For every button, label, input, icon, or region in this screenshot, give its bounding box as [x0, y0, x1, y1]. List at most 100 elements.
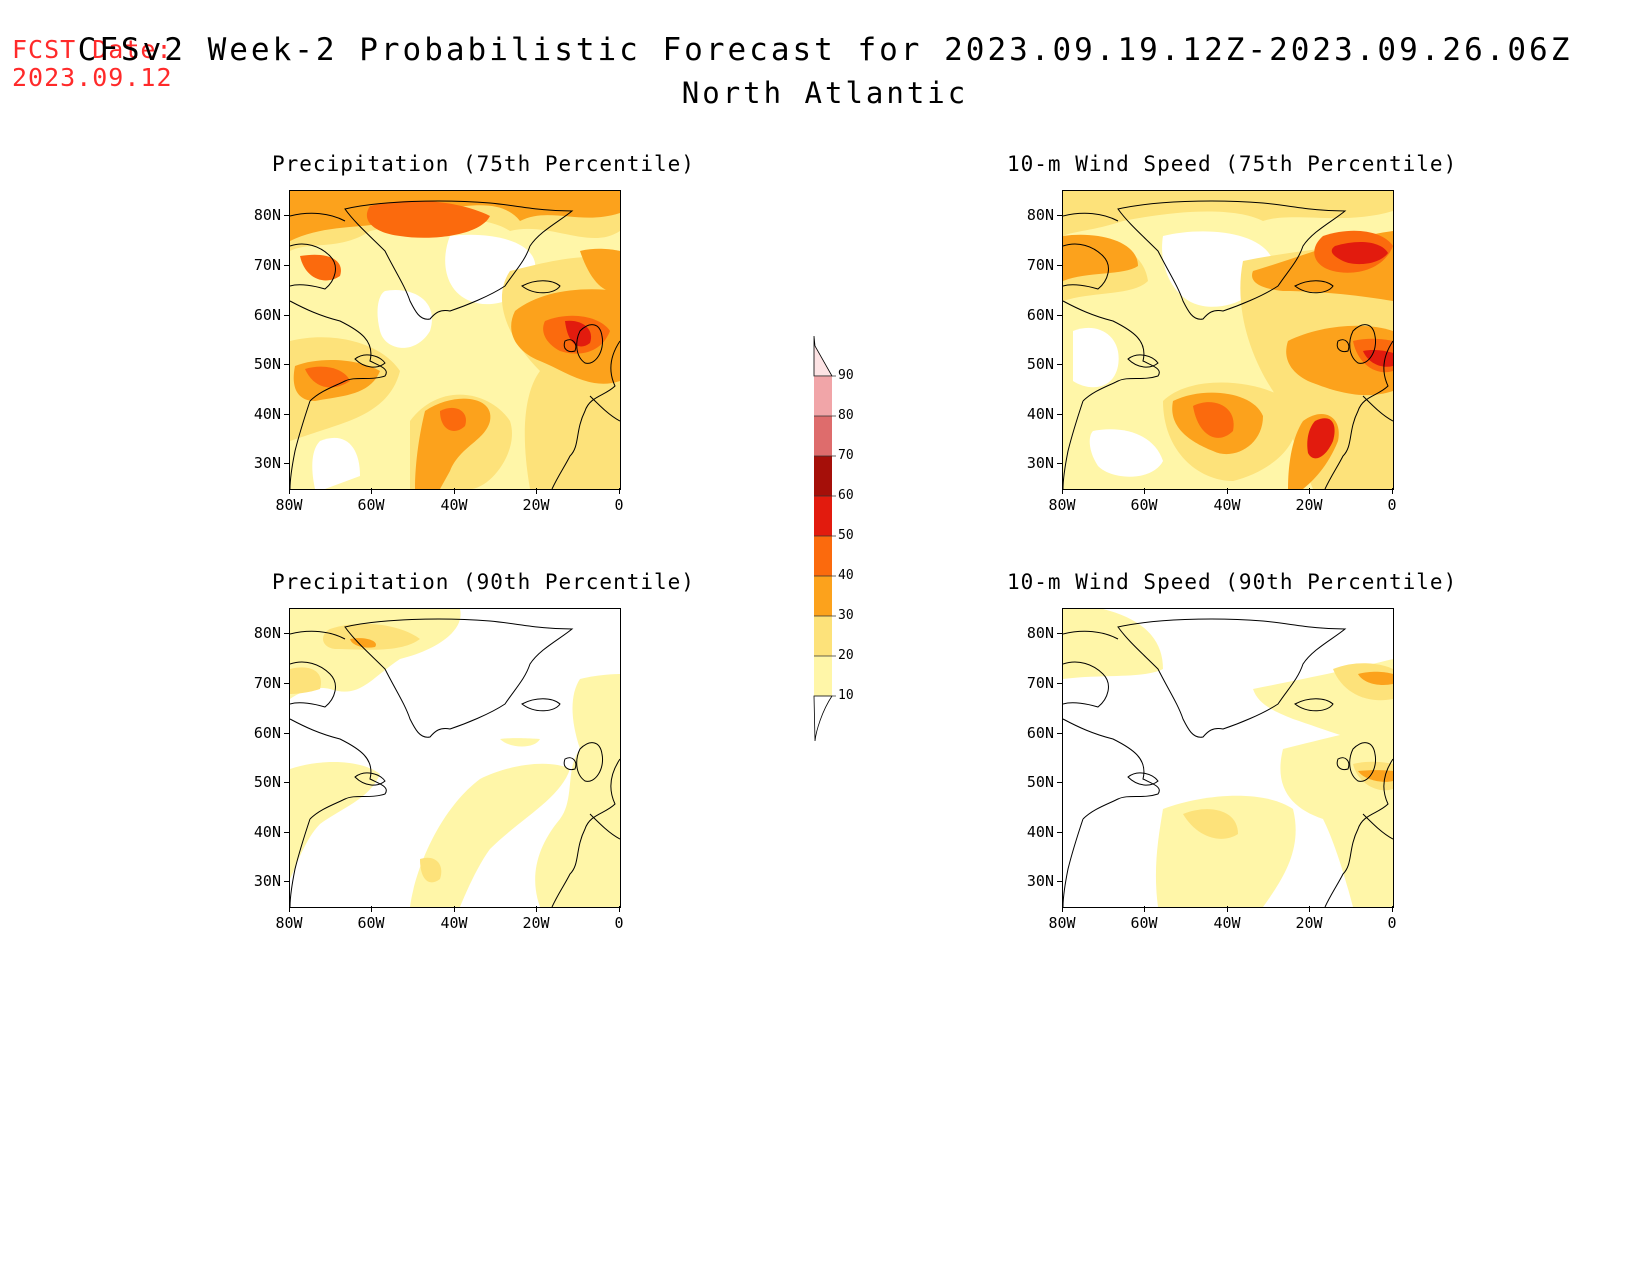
coastline [1349, 742, 1377, 782]
colorbar-swatch [814, 456, 832, 496]
lat-tick-label: 50N [1026, 773, 1054, 791]
lat-tick [1057, 265, 1062, 266]
figure-title: CFSv2 Week-2 Probabilistic Forecast for … [77, 32, 1573, 68]
panel-title: Precipitation (90th Percentile) [272, 570, 695, 594]
coastline [1362, 395, 1393, 422]
coastline [1324, 758, 1393, 907]
colorbar-svg [813, 335, 836, 742]
coastline [1063, 212, 1119, 222]
coastline [1063, 300, 1160, 402]
coastline [1349, 324, 1377, 364]
coastline [563, 757, 577, 770]
lat-tick [1057, 881, 1062, 882]
lon-tick [536, 906, 537, 912]
lat-tick-label: 30N [253, 454, 281, 472]
coastline [290, 300, 387, 402]
lon-tick [1309, 488, 1310, 494]
lat-tick [284, 633, 289, 634]
coastline [589, 813, 620, 840]
coastline [290, 661, 336, 708]
lat-tick-label: 60N [1026, 724, 1054, 742]
coastline [551, 340, 620, 489]
map-frame [289, 608, 621, 908]
coastline [1362, 813, 1393, 840]
lon-tick-label: 0 [614, 496, 624, 514]
coastline [1063, 243, 1109, 290]
probability-contour [1307, 418, 1335, 459]
lat-tick [1057, 633, 1062, 634]
lat-tick-label: 50N [253, 773, 281, 791]
lon-tick-label: 0 [1387, 914, 1397, 932]
lat-tick-label: 40N [1026, 405, 1054, 423]
coastline [290, 400, 311, 489]
lat-tick [284, 364, 289, 365]
colorbar-swatch [814, 376, 832, 416]
coastline [521, 280, 561, 294]
probability-contour [1358, 671, 1393, 685]
lat-tick [284, 265, 289, 266]
lat-tick-label: 40N [253, 405, 281, 423]
colorbar-label: 70 [838, 448, 854, 463]
lat-tick-label: 80N [1026, 624, 1054, 642]
colorbar-swatch [814, 496, 832, 536]
lat-tick [284, 782, 289, 783]
coastline [1063, 400, 1084, 489]
lon-tick-label: 80W [1048, 914, 1076, 932]
map-svg [290, 609, 620, 907]
coastline [290, 630, 346, 640]
lat-tick [1057, 782, 1062, 783]
lon-tick-label: 40W [440, 496, 468, 514]
lon-tick [536, 488, 537, 494]
probability-contour [312, 437, 360, 489]
coastline [1063, 661, 1109, 708]
lat-tick-label: 40N [253, 823, 281, 841]
coastline [354, 354, 386, 368]
map-svg [1063, 609, 1393, 907]
lon-tick [1392, 488, 1393, 494]
probability-contour [290, 667, 321, 694]
lat-tick [1057, 733, 1062, 734]
lat-tick [1057, 414, 1062, 415]
lat-tick-label: 70N [1026, 256, 1054, 274]
lon-tick [289, 906, 290, 912]
coastline [521, 698, 561, 712]
lon-tick [454, 906, 455, 912]
coastline [1127, 772, 1159, 786]
lon-tick [289, 488, 290, 494]
panel-title: 10-m Wind Speed (90th Percentile) [1007, 570, 1458, 594]
probability-contour [1183, 809, 1238, 839]
fcst-date-label: FCST Date: 2023.09.12 [12, 36, 173, 92]
coastline [1063, 630, 1119, 640]
lat-tick [284, 733, 289, 734]
probability-contour [440, 407, 466, 431]
probability-contour [1363, 350, 1393, 367]
coastline [1117, 200, 1347, 320]
colorbar-swatch [814, 616, 832, 656]
colorbar-swatch [814, 576, 832, 616]
colorbar-label: 80 [838, 408, 854, 423]
lon-tick [1227, 488, 1228, 494]
lon-tick-label: 20W [1295, 496, 1323, 514]
lon-tick-label: 80W [275, 496, 303, 514]
coastline [290, 243, 336, 290]
coastline [1127, 354, 1159, 368]
lon-tick [1062, 906, 1063, 912]
lon-tick-label: 80W [1048, 496, 1076, 514]
colorbar-swatch [814, 416, 832, 456]
lon-tick [1309, 906, 1310, 912]
lon-tick-label: 40W [1213, 496, 1241, 514]
map-frame [289, 190, 621, 490]
panel-title: 10-m Wind Speed (75th Percentile) [1007, 152, 1458, 176]
lat-tick [1057, 463, 1062, 464]
probability-contour [1073, 327, 1119, 388]
lat-tick-label: 60N [253, 724, 281, 742]
probability-contour [580, 248, 620, 292]
coastline [576, 742, 604, 782]
probability-contour [420, 857, 442, 883]
coastline [1063, 718, 1160, 820]
map-svg [290, 191, 620, 489]
lon-tick-label: 40W [440, 914, 468, 932]
lat-tick [1057, 364, 1062, 365]
lon-tick [619, 906, 620, 912]
panel-title: Precipitation (75th Percentile) [272, 152, 695, 176]
